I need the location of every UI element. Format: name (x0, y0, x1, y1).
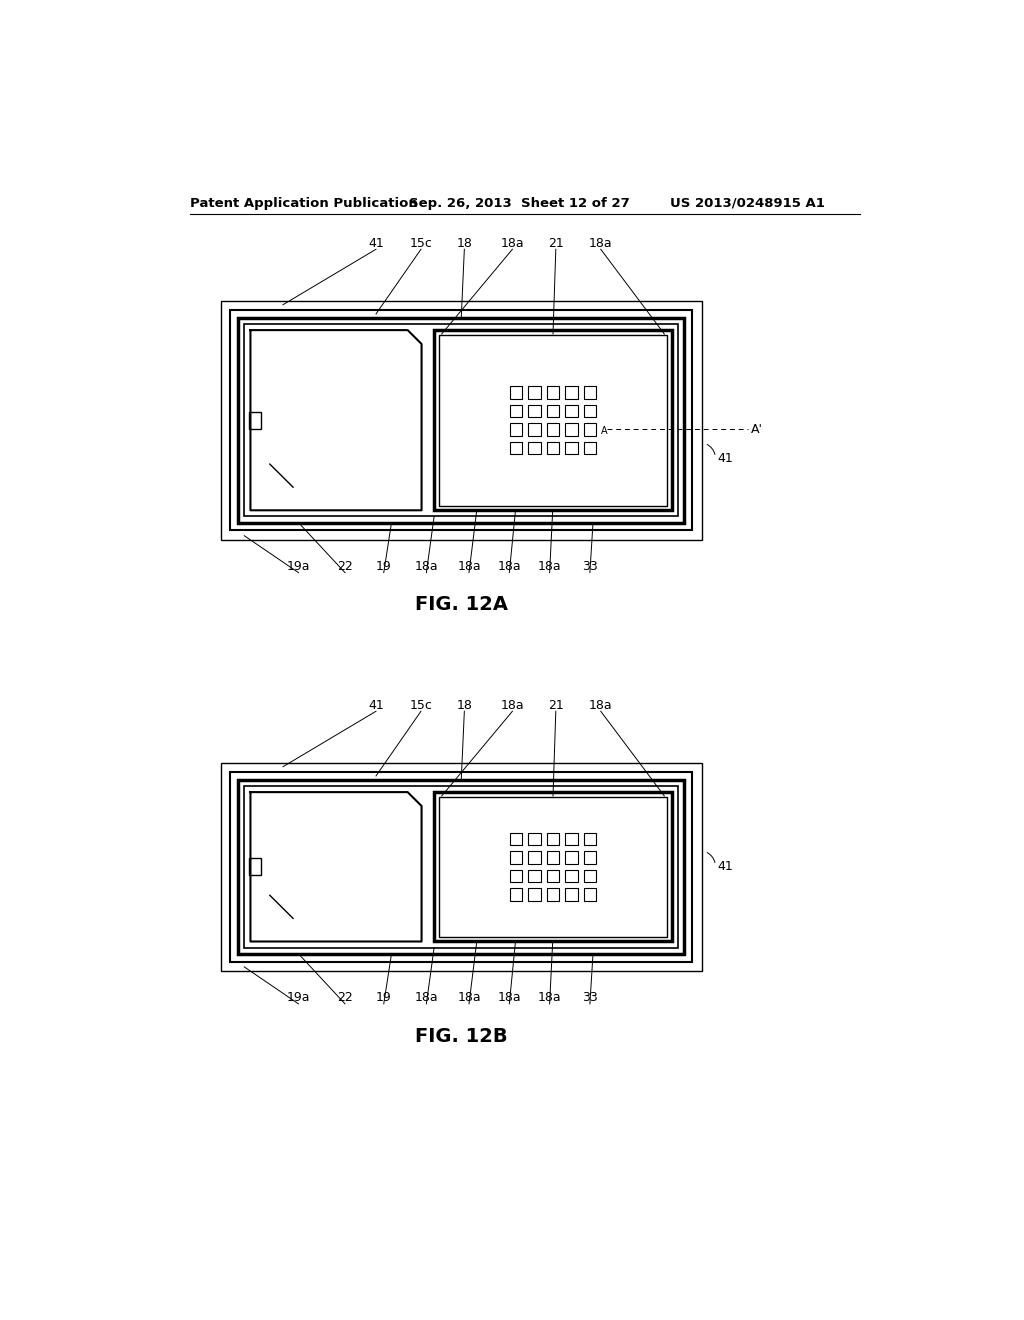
Bar (510, 442, 522, 454)
Bar (547, 442, 559, 454)
Text: 18a: 18a (538, 991, 561, 1005)
Text: 18a: 18a (457, 991, 481, 1005)
Text: 41: 41 (368, 698, 384, 711)
Text: 19a: 19a (287, 991, 310, 1005)
Bar (434, 330, 672, 511)
Text: 18a: 18a (589, 698, 612, 711)
Text: 18a: 18a (498, 991, 521, 1005)
Text: 18a: 18a (498, 560, 521, 573)
Bar (547, 387, 559, 399)
Bar (510, 870, 522, 882)
Text: 18a: 18a (457, 560, 481, 573)
Bar (434, 792, 672, 941)
Bar (510, 833, 522, 845)
Bar (584, 387, 596, 399)
Bar (565, 424, 578, 436)
Bar (547, 888, 559, 900)
Bar (565, 888, 578, 900)
Bar (528, 405, 541, 417)
Text: 19: 19 (376, 560, 391, 573)
Text: 18a: 18a (415, 560, 438, 573)
Bar (238, 780, 684, 954)
Bar (565, 442, 578, 454)
Bar (584, 833, 596, 845)
Bar (510, 405, 522, 417)
Text: 41: 41 (368, 236, 384, 249)
Bar (510, 424, 522, 436)
Bar (547, 851, 559, 863)
Bar (547, 424, 559, 436)
Text: 21: 21 (548, 236, 563, 249)
Text: Sep. 26, 2013  Sheet 12 of 27: Sep. 26, 2013 Sheet 12 of 27 (409, 197, 630, 210)
Text: Patent Application Publication: Patent Application Publication (190, 197, 418, 210)
Bar (438, 335, 668, 506)
Bar (528, 851, 541, 863)
Bar (565, 387, 578, 399)
Bar (528, 387, 541, 399)
Bar (547, 870, 559, 882)
Bar (245, 323, 678, 516)
Bar (510, 851, 522, 863)
Text: 19a: 19a (287, 560, 310, 573)
Text: 18: 18 (457, 698, 472, 711)
Bar (245, 785, 678, 948)
Text: 33: 33 (582, 560, 598, 573)
Bar (528, 833, 541, 845)
Text: 18a: 18a (501, 698, 524, 711)
Text: 22: 22 (337, 560, 353, 573)
Text: FIG. 12A: FIG. 12A (415, 595, 508, 615)
Bar (584, 442, 596, 454)
Bar (565, 851, 578, 863)
Bar (438, 797, 668, 937)
Text: FIG. 12B: FIG. 12B (415, 1027, 508, 1045)
Bar (547, 833, 559, 845)
Text: 18a: 18a (589, 236, 612, 249)
Text: 22: 22 (337, 991, 353, 1005)
Text: 33: 33 (582, 991, 598, 1005)
Text: 41: 41 (717, 861, 733, 874)
Bar (249, 412, 261, 429)
Bar (528, 442, 541, 454)
Bar (528, 888, 541, 900)
Bar (249, 858, 261, 875)
Bar (584, 870, 596, 882)
Text: A': A' (751, 422, 763, 436)
Text: 18a: 18a (415, 991, 438, 1005)
Bar (528, 870, 541, 882)
Text: US 2013/0248915 A1: US 2013/0248915 A1 (671, 197, 825, 210)
Text: 41: 41 (717, 453, 733, 465)
Text: 15c: 15c (410, 698, 432, 711)
Text: 18a: 18a (538, 560, 561, 573)
Bar (230, 772, 692, 961)
Bar (528, 424, 541, 436)
Text: 18a: 18a (501, 236, 524, 249)
Bar (510, 387, 522, 399)
Bar (584, 424, 596, 436)
Text: 15c: 15c (410, 236, 432, 249)
Text: A: A (601, 426, 607, 436)
Bar (565, 405, 578, 417)
Bar (221, 763, 701, 970)
Bar (238, 318, 684, 523)
Bar (565, 870, 578, 882)
Bar (584, 405, 596, 417)
Bar (584, 888, 596, 900)
Text: 21: 21 (548, 698, 563, 711)
Text: 19: 19 (376, 991, 391, 1005)
Bar (510, 888, 522, 900)
Bar (230, 310, 692, 531)
Bar (547, 405, 559, 417)
Text: 18: 18 (457, 236, 472, 249)
Bar (565, 833, 578, 845)
Bar (584, 851, 596, 863)
Bar (221, 301, 701, 540)
